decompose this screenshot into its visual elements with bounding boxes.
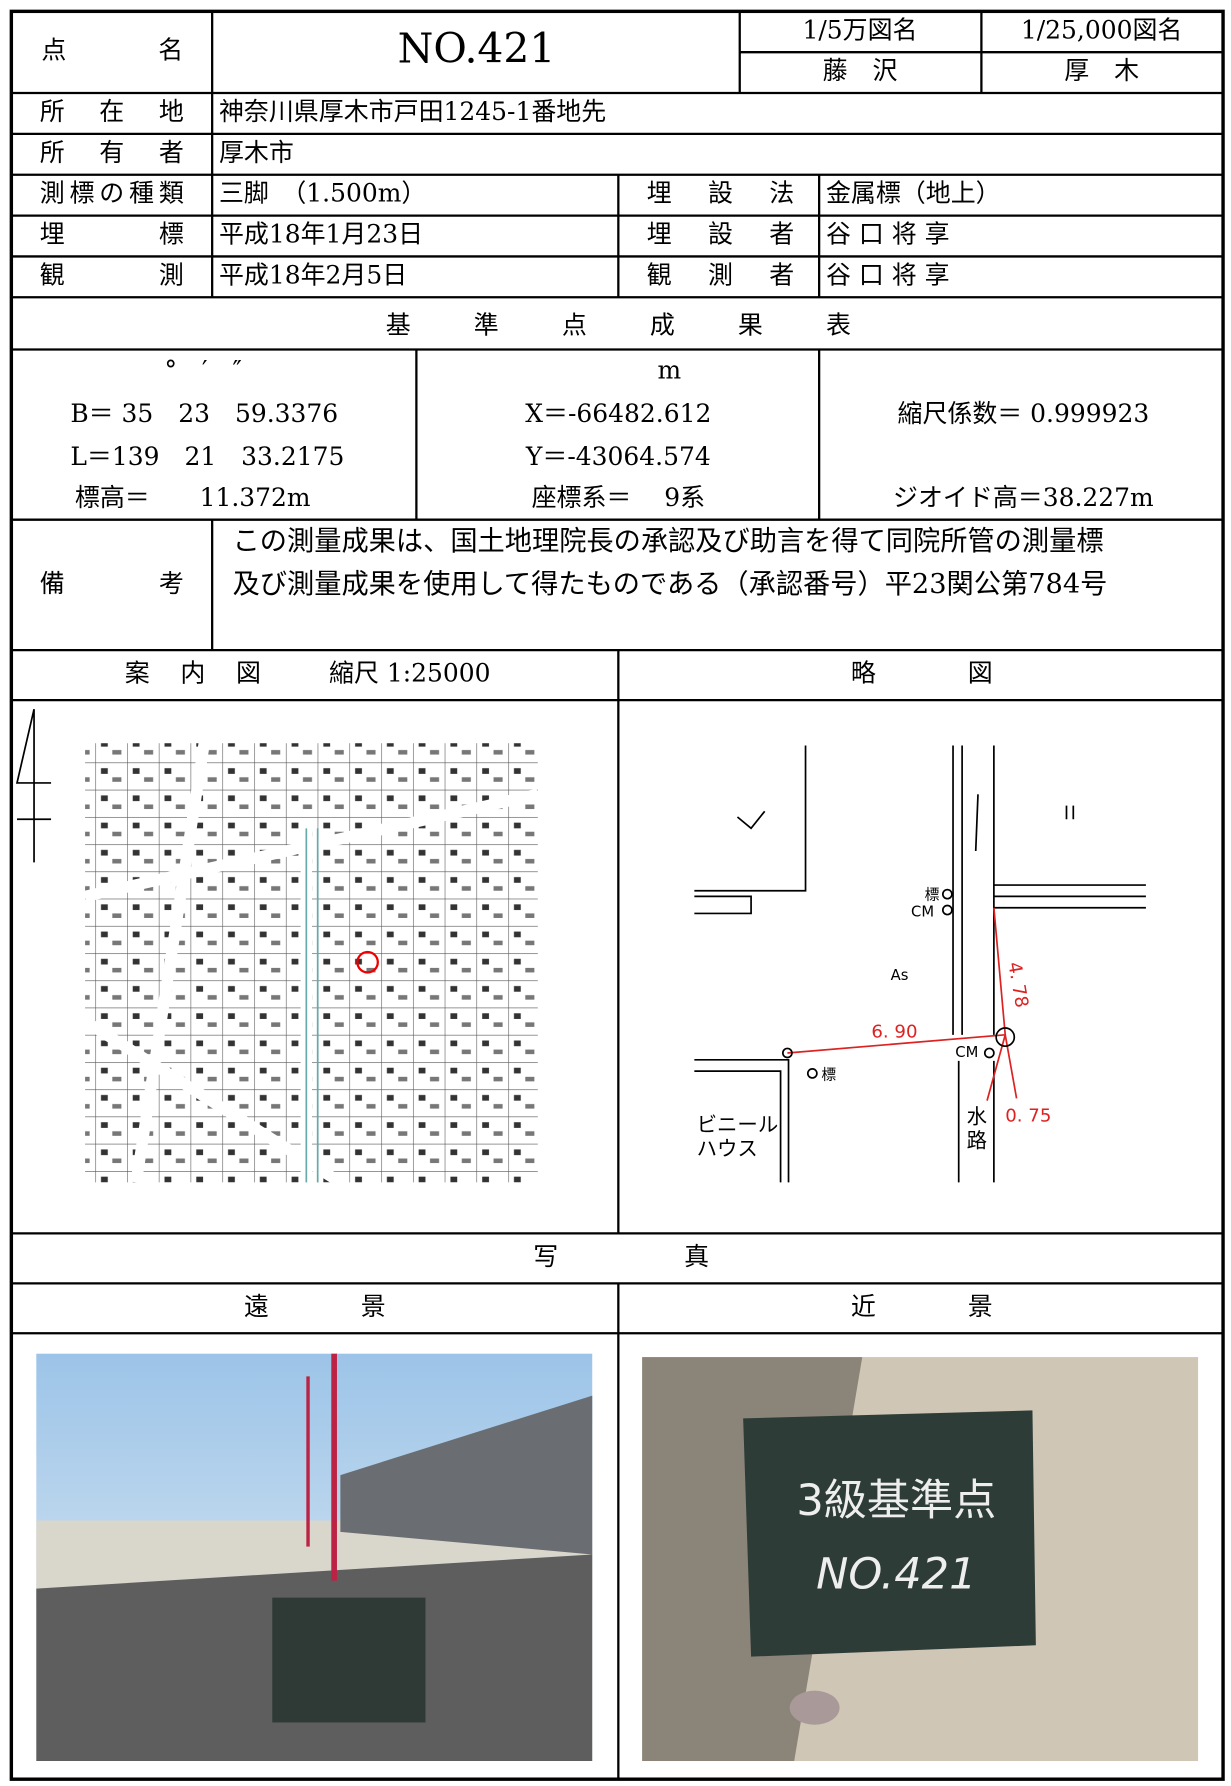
north-arrow (15, 708, 52, 863)
label: 所在地 (40, 97, 184, 126)
value: X＝-66482.612 (525, 399, 711, 428)
rule-shape (82, 742, 540, 1188)
section-title: 基準点成果表 (386, 310, 851, 339)
graphic (806, 1068, 818, 1079)
rule-shape (331, 1353, 337, 1581)
rule-shape (694, 745, 1146, 1183)
sketch-label: ハウス (697, 1136, 758, 1160)
board-text: NO.421 (816, 1550, 976, 1600)
value: L＝139 21 33.2175 (70, 442, 344, 471)
label: 埋標 (40, 220, 184, 249)
label: 1/25,000図名 (1021, 15, 1183, 44)
guide-map (82, 742, 540, 1188)
value: 金属標（地上） (826, 179, 1001, 208)
value: 座標系＝ 9系 (532, 483, 706, 512)
value: 平成18年1月23日 (219, 220, 423, 249)
sketch-label: ビニール (697, 1113, 779, 1137)
section-title: 近景 (851, 1292, 993, 1321)
distance: 0. 75 (1005, 1106, 1051, 1127)
section-title: 遠景 (244, 1292, 386, 1321)
value: 標高＝ 11.372m (75, 483, 311, 512)
point-name: NO.421 (398, 25, 556, 73)
near-photo (642, 1357, 1199, 1762)
value: 縮尺係数＝ 0.999923 (897, 399, 1149, 428)
value: Y＝-43064.574 (525, 442, 711, 471)
graphic (789, 1690, 840, 1725)
value: 谷 口 将 享 (826, 220, 950, 249)
board-text: 3級基準点 (796, 1476, 996, 1526)
rule-shape (272, 1597, 426, 1723)
label: 測標の種類 (40, 179, 184, 208)
scale: 縮尺 1:25000 (329, 659, 491, 688)
remark-line: 及び測量成果を使用して得たものである（承認番号）平23関公第784号 (233, 569, 1108, 600)
remark-line: この測量成果は、国土地理院長の承認及び助言を得て同院所管の測量標 (233, 526, 1104, 557)
rule-shape (11, 11, 1224, 1780)
value: 厚木市 (219, 138, 294, 167)
label: 観測 (40, 260, 184, 289)
graphic (340, 1395, 593, 1555)
sketch-label: 標 (925, 886, 940, 903)
sketch-label: CM (911, 903, 934, 920)
section-title: 写真 (533, 1242, 709, 1271)
graphic (941, 888, 953, 900)
rule-shape (306, 1376, 310, 1547)
value: 厚 木 (1064, 56, 1139, 85)
sketch-label: 標 (821, 1067, 836, 1084)
label: 観測者 (647, 260, 794, 289)
rule-shape (305, 828, 319, 1183)
rule-shape (787, 907, 1018, 1101)
value: ジオイド高＝38.227m (893, 483, 1154, 512)
label: 備考 (40, 569, 184, 598)
far-photo (36, 1353, 593, 1762)
value: 三脚 （1.500m） (219, 179, 426, 208)
sketch-label: 水 (967, 1105, 987, 1129)
table-rules (9, 9, 1225, 1781)
sketch-label: 路 (967, 1128, 987, 1152)
value: 谷 口 将 享 (826, 260, 950, 289)
section-title: 案内図 (125, 659, 261, 688)
label: 1/5万図名 (802, 15, 917, 44)
sketch-map (694, 745, 1146, 1183)
distance: 4. 78 (1003, 960, 1032, 1009)
distance: 6. 90 (871, 1022, 917, 1043)
label: 点名 (41, 36, 183, 65)
sketch-label: As (891, 967, 909, 984)
section-title: 略図 (851, 659, 993, 688)
graphic (781, 1047, 793, 1059)
value: 藤 沢 (823, 56, 898, 85)
value: 平成18年2月5日 (219, 260, 407, 289)
value: B＝ 35 23 59.3376 (70, 399, 338, 428)
graphic (356, 950, 379, 974)
graphic (743, 1410, 1036, 1657)
graphic (983, 1047, 995, 1059)
label: 埋設法 (647, 179, 794, 208)
rule-shape (15, 708, 52, 863)
unit: ° ′ ″ (165, 356, 242, 385)
sketch-label: CM (955, 1044, 978, 1061)
label: 所有者 (40, 138, 184, 167)
unit: m (658, 356, 682, 385)
graphic (995, 1027, 1016, 1048)
graphic (941, 904, 953, 916)
label: 埋設者 (647, 220, 794, 249)
value: 神奈川県厚木市戸田1245-1番地先 (219, 97, 606, 126)
